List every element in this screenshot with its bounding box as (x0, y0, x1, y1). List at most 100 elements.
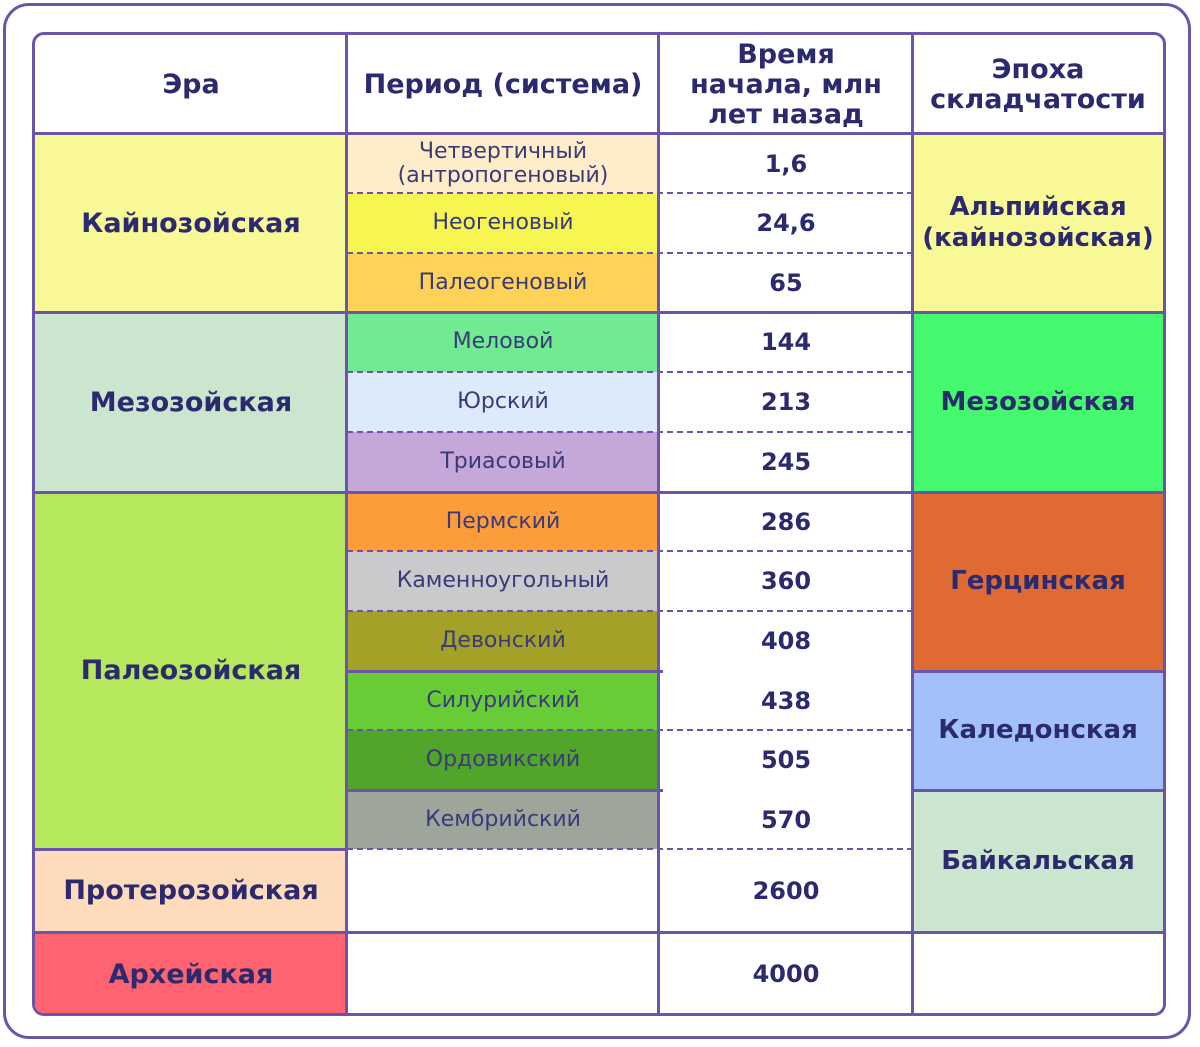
outer-frame (3, 3, 1191, 1039)
period-silurian: Силурийский (347, 671, 659, 730)
era-divider (35, 311, 1163, 314)
period-label: Девонский (440, 628, 566, 653)
time-value: 2600 (752, 876, 820, 905)
time-quaternary: 1,6 (659, 134, 913, 193)
folding-alpine: Альпийская (кайнозойская) (913, 134, 1163, 312)
time-devonian: 408 (659, 611, 913, 671)
era-label: Кайнозойская (81, 207, 301, 239)
time-value: 408 (760, 627, 812, 655)
header-era-text: Эра (162, 68, 220, 100)
period-proterozoic-empty (347, 849, 659, 932)
row-divider (347, 610, 913, 612)
time-value: 24,6 (756, 209, 816, 237)
time-proterozoic: 2600 (659, 849, 913, 932)
period-ordovician: Ордовикский (347, 730, 659, 790)
period-label: Юрский (457, 389, 549, 414)
period-carboniferous: Каменноугольный (347, 551, 659, 611)
era-label: Архейская (108, 958, 274, 990)
period-label: Силурийский (426, 687, 580, 713)
period-jurassic: Юрский (347, 372, 659, 432)
folding-caledonian: Каледонская (913, 671, 1163, 790)
era-label: Мезозойская (89, 386, 293, 418)
time-carboniferous: 360 (659, 551, 913, 611)
column-divider (911, 35, 914, 1013)
row-divider (347, 431, 913, 433)
era-divider (35, 491, 1163, 494)
header-period: Период (система) (347, 35, 659, 134)
column-divider (345, 35, 348, 1013)
folding-baikal: Байкальская (913, 790, 1163, 932)
time-archean: 4000 (659, 932, 913, 1013)
header-folding-text: Эпоха складчатости (930, 53, 1146, 115)
time-value: 570 (760, 805, 812, 834)
time-jurassic: 213 (659, 372, 913, 432)
time-value: 65 (769, 268, 803, 297)
time-neogene: 24,6 (659, 193, 913, 253)
time-value: 1,6 (764, 149, 808, 178)
row-divider (347, 252, 913, 254)
period-label: Триасовый (440, 449, 566, 474)
period-quaternary: Четвертичный (антропогеновый) (347, 134, 659, 193)
time-value: 213 (760, 388, 812, 416)
folding-mesozoic: Мезозойская (913, 312, 1163, 492)
folding-label: Мезозойская (940, 386, 1136, 417)
folding-hercynian: Герцинская (913, 492, 1163, 671)
folding-label: Герцинская (950, 566, 1126, 596)
period-label: Меловой (452, 329, 554, 354)
header-era: Эра (35, 35, 347, 134)
era-paleozoic: Палеозойская (35, 492, 347, 849)
era-mesozoic: Мезозойская (35, 312, 347, 492)
time-cambrian: 570 (659, 790, 913, 849)
period-permian: Пермский (347, 492, 659, 551)
era-archean: Архейская (35, 932, 347, 1013)
period-label: Каменноугольный (396, 568, 610, 593)
period-triassic: Триасовый (347, 432, 659, 492)
time-paleogene: 65 (659, 253, 913, 312)
era-cenozoic: Кайнозойская (35, 134, 347, 312)
period-paleogene: Палеогеновый (347, 253, 659, 312)
period-label: Палеогеновый (418, 269, 588, 295)
time-triassic: 245 (659, 432, 913, 492)
period-label: Неогеновый (432, 210, 574, 235)
geochronological-table: Эра Период (система) Время начала, млн л… (32, 32, 1166, 1016)
period-cretaceous: Меловой (347, 312, 659, 372)
header-period-text: Период (система) (363, 68, 643, 100)
time-silurian: 438 (659, 671, 913, 730)
period-neogene: Неогеновый (347, 193, 659, 253)
row-divider (347, 550, 913, 552)
time-permian: 286 (659, 492, 913, 551)
folding-divider (347, 670, 663, 673)
period-label: Четвертичный (антропогеновый) (397, 138, 609, 188)
time-value: 245 (760, 448, 812, 476)
time-value: 144 (760, 328, 812, 356)
period-label: Ордовикский (425, 747, 581, 772)
header-time: Время начала, млн лет назад (659, 35, 913, 134)
folding-divider (347, 789, 663, 792)
header-time-text: Время начала, млн лет назад (690, 38, 882, 130)
time-value: 438 (760, 686, 812, 715)
folding-label: Каледонская (938, 715, 1138, 745)
era-divider (35, 848, 347, 851)
folding-archean-empty (913, 932, 1163, 1013)
folding-divider (913, 789, 1163, 792)
row-divider (347, 371, 913, 373)
time-value: 360 (760, 567, 812, 595)
era-label: Палеозойская (80, 655, 302, 686)
row-divider (347, 192, 913, 194)
time-ordovician: 505 (659, 730, 913, 790)
row-divider (347, 729, 913, 731)
folding-label: Альпийская (кайнозойская) (922, 192, 1154, 253)
period-cambrian: Кембрийский (347, 790, 659, 849)
row-divider (347, 848, 913, 850)
era-proterozoic: Протерозойская (35, 849, 347, 932)
column-divider (657, 35, 660, 1013)
folding-label: Байкальская (941, 845, 1135, 876)
period-archean-empty (347, 932, 659, 1013)
period-label: Пермский (445, 508, 561, 534)
period-label: Кембрийский (425, 806, 581, 832)
time-value: 505 (760, 746, 812, 774)
time-value: 286 (760, 507, 812, 536)
header-folding: Эпоха складчатости (913, 35, 1163, 134)
time-value: 4000 (752, 960, 820, 988)
period-devonian: Девонский (347, 611, 659, 671)
